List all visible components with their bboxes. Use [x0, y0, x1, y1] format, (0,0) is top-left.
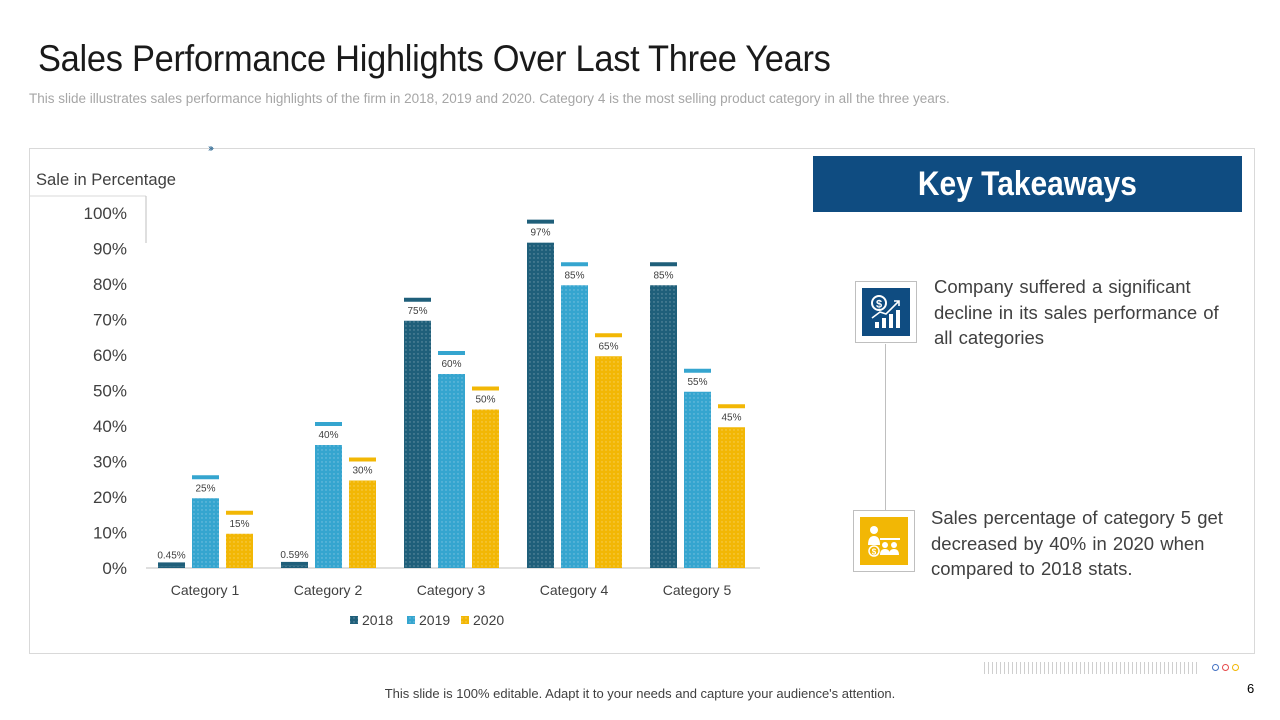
- x-tick-label: Category 4: [540, 582, 609, 598]
- data-label-2018-category-1: 0.45%: [157, 550, 185, 561]
- bar-cap-2020-category-4: [595, 333, 622, 338]
- decorative-circles: [1212, 664, 1239, 671]
- bar-cap-2019-category-5: [684, 368, 711, 373]
- bar-2020-category-1: [226, 533, 253, 568]
- y-tick-label: 40%: [93, 417, 127, 436]
- decor-circle-yellow: [1232, 664, 1239, 671]
- y-tick-label: 80%: [93, 275, 127, 294]
- x-tick-label: Category 3: [417, 582, 486, 598]
- takeaway-connector-line: [885, 344, 886, 510]
- key-takeaways-title: Key Takeaways: [917, 164, 1138, 203]
- bar-2020-category-3: [472, 409, 499, 568]
- data-label-2018-category-3: 75%: [407, 306, 427, 317]
- data-label-2020-category-1: 15%: [229, 519, 249, 530]
- data-label-2019-category-5: 55%: [687, 377, 707, 388]
- legend-swatch-2020: [461, 616, 469, 624]
- decor-circle-red: [1222, 664, 1229, 671]
- x-tick-label: Category 2: [294, 582, 363, 598]
- data-label-2020-category-2: 30%: [352, 466, 372, 477]
- legend-swatch-2018: [350, 616, 358, 624]
- data-label-2018-category-4: 97%: [530, 228, 550, 239]
- takeaway-2-text: Sales percentage of category 5 get decre…: [931, 507, 1223, 579]
- slide-title: Sales Performance Highlights Over Last T…: [38, 38, 831, 79]
- y-tick-label: 100%: [84, 204, 127, 223]
- legend-label-2018: 2018: [362, 612, 393, 628]
- legend-label-2020: 2020: [473, 612, 504, 628]
- y-tick-label: 50%: [93, 382, 127, 401]
- money-growth-chart-icon: $: [862, 288, 910, 336]
- bar-2019-category-4: [561, 285, 588, 568]
- bar-2019-category-1: [192, 498, 219, 568]
- bar-cap-2020-category-1: [226, 510, 253, 515]
- bar-cap-2019-category-4: [561, 262, 588, 267]
- bar-2018-category-2: [281, 565, 308, 568]
- data-label-2019-category-3: 60%: [441, 359, 461, 370]
- bar-2018-category-5: [650, 285, 677, 568]
- takeaway-1-icon-box: $: [855, 281, 917, 343]
- sales-bar-chart: Sale in Percentage 0% 10% 20% 30% 40% 50% 60% 70…: [30, 170, 760, 628]
- slide-subtitle: This slide illustrates sales performance…: [29, 91, 950, 106]
- bar-2019-category-2: [315, 445, 342, 568]
- data-label-2018-category-5: 85%: [653, 270, 673, 281]
- bar-cap-2020-category-2: [349, 457, 376, 462]
- content-panel: [29, 148, 1255, 654]
- y-tick-label: 0%: [102, 559, 127, 578]
- data-label-2020-category-5: 45%: [721, 412, 741, 423]
- data-label-2019-category-1: 25%: [195, 483, 215, 494]
- y-tick-label: 90%: [93, 240, 127, 259]
- decorative-stripes: [984, 662, 1198, 674]
- legend-label-2019: 2019: [419, 612, 450, 628]
- y-axis-title: Sale in Percentage: [36, 170, 176, 189]
- bar-2018-category-4: [527, 242, 554, 568]
- bar-2019-category-3: [438, 374, 465, 568]
- data-label-2019-category-4: 85%: [564, 270, 584, 281]
- takeaway-2-icon-box: $: [853, 510, 915, 572]
- data-label-2019-category-2: 40%: [318, 430, 338, 441]
- data-label-2020-category-3: 50%: [475, 395, 495, 406]
- bar-cap-2019-category-3: [438, 351, 465, 355]
- x-tick-label: Category 5: [663, 582, 732, 598]
- svg-text:$: $: [876, 299, 882, 311]
- y-tick-label: 60%: [93, 346, 127, 365]
- x-tick-label: Category 1: [171, 582, 240, 598]
- legend-swatch-2019: [407, 616, 415, 624]
- y-tick-label: 70%: [93, 311, 127, 330]
- data-label-2018-category-2: 0.59%: [280, 550, 308, 561]
- bar-2020-category-4: [595, 356, 622, 568]
- bar-cap-2019-category-2: [315, 422, 342, 426]
- bar-cap-2020-category-3: [472, 386, 499, 391]
- bar-cap-2018-category-1: [158, 562, 185, 567]
- bar-2020-category-5: [718, 427, 745, 568]
- bar-2020-category-2: [349, 480, 376, 568]
- key-takeaways-header: Key Takeaways: [813, 156, 1242, 212]
- decor-circle-blue: [1212, 664, 1219, 671]
- svg-text:$: $: [872, 548, 877, 557]
- bar-cap-2018-category-4: [527, 219, 554, 224]
- y-tick-label: 30%: [93, 453, 127, 472]
- bar-2018-category-3: [404, 320, 431, 568]
- meeting-presentation-icon: $: [860, 517, 908, 565]
- slide-footer: This slide is 100% editable. Adapt it to…: [384, 686, 896, 701]
- bar-cap-2019-category-1: [192, 475, 219, 480]
- bar-cap-2018-category-2: [281, 561, 308, 566]
- bar-2018-category-1: [158, 566, 185, 568]
- y-tick-label: 20%: [93, 488, 127, 507]
- bar-cap-2018-category-5: [650, 262, 677, 267]
- chevrons-decoration: ›››: [208, 143, 214, 154]
- page-number: 6: [1247, 681, 1255, 696]
- bar-2019-category-5: [684, 391, 711, 568]
- bar-cap-2018-category-3: [404, 297, 431, 302]
- y-tick-label: 10%: [93, 524, 127, 543]
- bar-cap-2020-category-5: [718, 404, 745, 409]
- takeaway-1-text: Company suffered a significant decline i…: [934, 276, 1219, 348]
- data-label-2020-category-4: 65%: [598, 341, 618, 352]
